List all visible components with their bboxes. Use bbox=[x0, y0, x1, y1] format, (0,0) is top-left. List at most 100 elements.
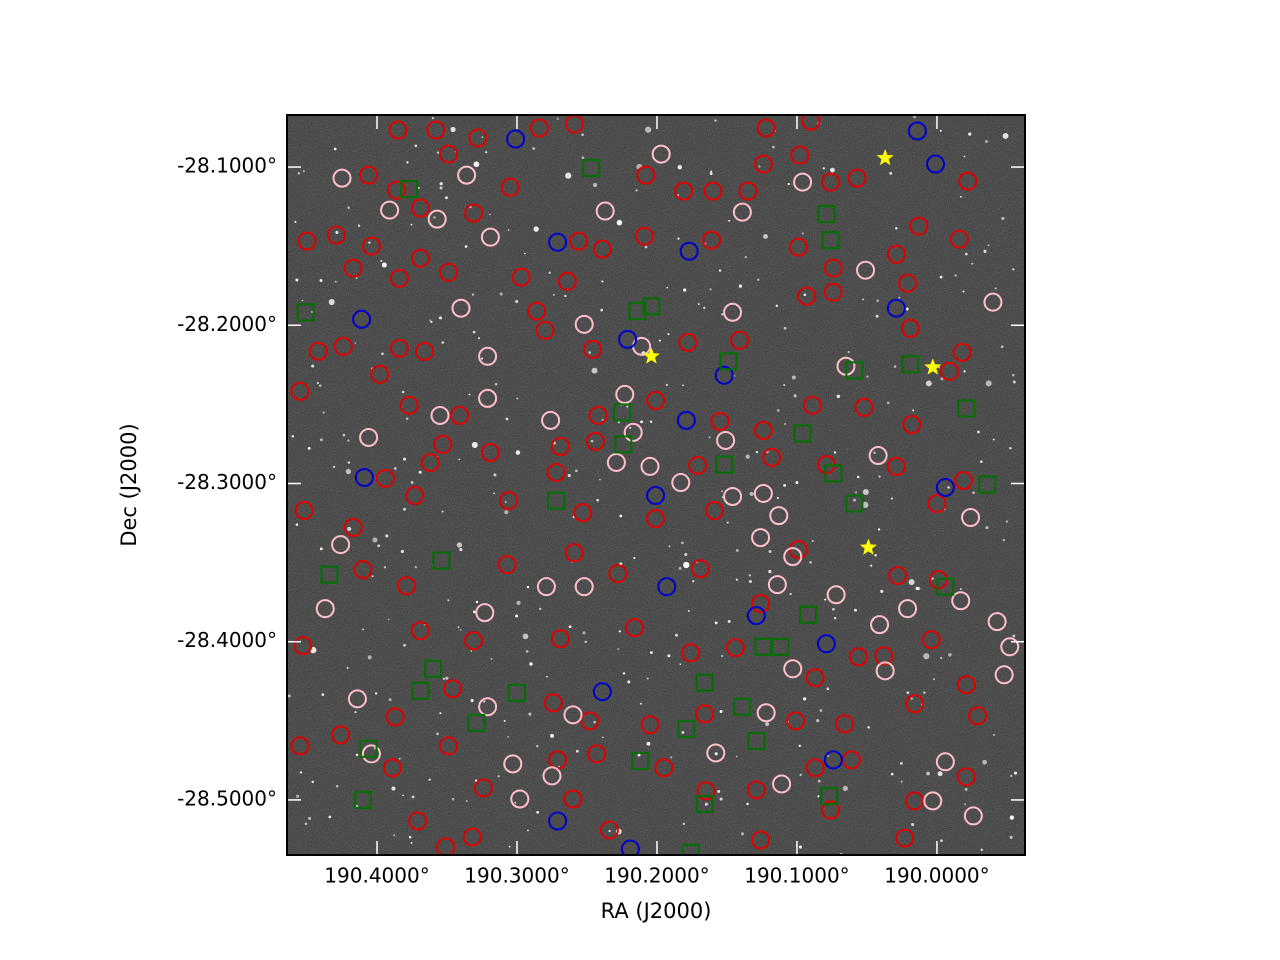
field-star bbox=[787, 182, 790, 186]
field-star bbox=[703, 306, 706, 310]
field-star bbox=[430, 320, 433, 323]
field-star bbox=[824, 598, 827, 601]
field-star bbox=[414, 144, 418, 147]
catalog-circle bbox=[854, 397, 874, 417]
catalog-circle bbox=[751, 594, 771, 614]
field-star bbox=[471, 441, 478, 448]
catalog-square bbox=[507, 683, 526, 702]
catalog-square bbox=[432, 551, 451, 570]
field-star bbox=[525, 650, 529, 653]
field-star bbox=[471, 293, 475, 296]
catalog-circle bbox=[592, 682, 612, 702]
catalog-circle bbox=[332, 168, 352, 188]
catalog-circle bbox=[563, 705, 583, 725]
catalog-square bbox=[747, 731, 766, 750]
field-star bbox=[984, 140, 988, 144]
catalog-circle bbox=[898, 599, 918, 619]
catalog-square bbox=[793, 424, 812, 443]
field-star bbox=[599, 478, 601, 481]
catalog-circle bbox=[569, 231, 589, 251]
field-star bbox=[441, 341, 445, 344]
field-star bbox=[719, 710, 723, 713]
catalog-circle bbox=[438, 736, 458, 756]
field-star bbox=[567, 474, 571, 478]
catalog-circle bbox=[294, 501, 314, 521]
catalog-square bbox=[628, 302, 647, 321]
field-star bbox=[830, 167, 835, 173]
catalog-circle bbox=[772, 774, 792, 794]
catalog-circle bbox=[464, 203, 484, 223]
field-star bbox=[443, 677, 445, 680]
field-star bbox=[964, 787, 968, 791]
catalog-circle bbox=[690, 559, 710, 579]
catalog-circle bbox=[293, 636, 313, 656]
catalog-circle bbox=[868, 445, 888, 465]
catalog-circle bbox=[331, 725, 351, 745]
field-star bbox=[565, 172, 572, 179]
field-star bbox=[334, 280, 337, 283]
field-star bbox=[783, 483, 786, 487]
catalog-circle bbox=[935, 477, 955, 497]
catalog-circle bbox=[475, 603, 495, 623]
y-tick-label: -28.5000° bbox=[177, 786, 277, 810]
field-star bbox=[459, 628, 462, 631]
field-star bbox=[368, 241, 371, 244]
catalog-circle bbox=[290, 381, 310, 401]
field-star bbox=[354, 711, 357, 714]
field-star bbox=[601, 418, 604, 421]
catalog-circle bbox=[499, 491, 519, 511]
field-star bbox=[342, 433, 346, 437]
field-star bbox=[533, 226, 539, 232]
catalog-circle bbox=[511, 267, 531, 287]
field-star bbox=[1000, 345, 1004, 349]
catalog-circle bbox=[382, 758, 402, 778]
field-star bbox=[791, 375, 796, 380]
field-star bbox=[714, 119, 717, 122]
field-star bbox=[704, 802, 709, 806]
catalog-circle bbox=[574, 314, 594, 334]
field-star bbox=[666, 286, 669, 289]
field-star bbox=[1010, 774, 1013, 777]
field-star bbox=[470, 699, 474, 703]
catalog-square bbox=[978, 475, 997, 494]
catalog-circle bbox=[595, 201, 615, 221]
field-star bbox=[1012, 380, 1016, 384]
field-star bbox=[677, 165, 682, 170]
field-star bbox=[528, 712, 532, 716]
catalog-circle bbox=[353, 560, 373, 580]
field-star bbox=[391, 786, 396, 791]
catalog-circle bbox=[874, 646, 894, 666]
catalog-star bbox=[642, 347, 660, 364]
field-star bbox=[726, 521, 729, 524]
catalog-circle bbox=[706, 743, 726, 763]
catalog-star bbox=[924, 358, 942, 375]
catalog-circle bbox=[823, 282, 843, 302]
field-star bbox=[867, 726, 870, 729]
x-axis-label: RA (J2000) bbox=[601, 899, 712, 923]
catalog-circle bbox=[343, 258, 363, 278]
field-star bbox=[316, 382, 319, 385]
catalog-circle bbox=[426, 120, 446, 140]
catalog-circle bbox=[585, 431, 605, 451]
field-star bbox=[590, 439, 594, 443]
catalog-circle bbox=[769, 506, 789, 526]
field-star bbox=[447, 599, 450, 602]
catalog-circle bbox=[333, 336, 353, 356]
catalog-circle bbox=[438, 144, 458, 164]
field-star bbox=[717, 790, 721, 793]
y-tick-label: -28.1000° bbox=[177, 154, 277, 178]
catalog-circle bbox=[816, 634, 836, 654]
field-star bbox=[526, 585, 530, 589]
field-star bbox=[826, 687, 830, 691]
field-star bbox=[667, 654, 671, 658]
catalog-square bbox=[817, 205, 836, 224]
field-star bbox=[591, 367, 598, 374]
catalog-circle bbox=[468, 128, 488, 148]
catalog-square bbox=[821, 231, 840, 250]
catalog-circle bbox=[433, 434, 453, 454]
field-star bbox=[617, 421, 620, 424]
catalog-circle bbox=[354, 467, 374, 487]
catalog-circle bbox=[408, 811, 428, 831]
field-star bbox=[926, 771, 930, 776]
